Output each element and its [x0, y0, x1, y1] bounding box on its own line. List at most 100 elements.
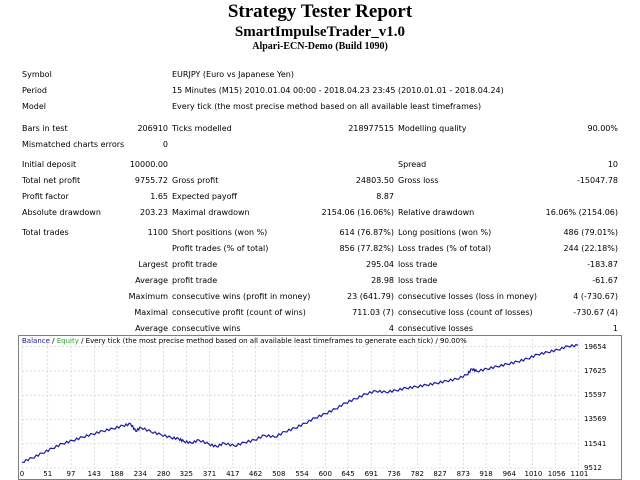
avg-consecutive-wins-label: consecutive wins — [172, 324, 241, 333]
balance-line — [21, 343, 579, 464]
relative-drawdown-value: 16.06% (2154.06) — [545, 208, 618, 217]
long-positions-value: 486 (79.01%) — [563, 228, 618, 237]
avg-consecutive-losses-value: 1 — [612, 324, 618, 333]
period-value: 15 Minutes (M15) 2010.01.04 00:00 - 2018… — [172, 86, 504, 95]
model-label: Model — [22, 102, 47, 111]
avg-consecutive-losses-label: consecutive losses — [398, 324, 474, 333]
net-profit-label: Total net profit — [22, 176, 81, 185]
x-tick-label: 691 — [364, 470, 378, 478]
chart-legend: Balance / Equity / Every tick (the most … — [22, 337, 467, 346]
x-tick-label: 508 — [272, 470, 286, 478]
x-tick-label: 1056 — [547, 470, 566, 478]
y-tick-label: 11541 — [584, 439, 607, 448]
short-positions-value: 614 (76.87%) — [339, 228, 394, 237]
symbol-value: EURJPY (Euro vs Japanese Yen) — [172, 70, 294, 79]
legend-description: / Every tick (the most precise method ba… — [78, 337, 467, 345]
maximum-label: Maximum — [128, 292, 168, 301]
relative-drawdown-label: Relative drawdown — [398, 208, 475, 217]
total-trades-value: 1100 — [147, 228, 168, 237]
errors-value: 0 — [162, 140, 168, 149]
bars-value: 206910 — [137, 124, 168, 133]
maximal-label: Maximal — [134, 308, 168, 317]
ticks-label: Ticks modelled — [172, 124, 232, 133]
profit-trades-value: 856 (77.82%) — [339, 244, 394, 253]
x-tick-label: 918 — [479, 470, 493, 478]
x-tick-label: 873 — [456, 470, 470, 478]
x-tick-label: 417 — [226, 470, 240, 478]
x-tick-label: 0 — [19, 470, 25, 478]
avg-consecutive-wins-value: 4 — [388, 324, 394, 333]
x-tick-label: 280 — [156, 470, 171, 478]
y-tick-label: 9512 — [584, 464, 602, 472]
x-tick-label: 554 — [295, 470, 309, 478]
profit-factor-value: 1.65 — [150, 192, 168, 201]
gross-profit-label: Gross profit — [172, 176, 219, 185]
spread-label: Spread — [398, 160, 427, 169]
profit-factor-label: Profit factor — [22, 192, 69, 201]
y-tick-label: 13569 — [584, 415, 607, 424]
chart-grid — [21, 339, 579, 469]
maximal-consecutive-loss-label: consecutive loss (count of losses) — [398, 308, 533, 317]
maximal-consecutive-profit-value: 711.03 (7) — [352, 308, 394, 317]
x-tick-label: 645 — [341, 470, 355, 478]
net-profit-value: 9755.72 — [134, 176, 168, 185]
x-tick-label: 1101 — [570, 470, 589, 478]
maximal-drawdown-label: Maximal drawdown — [172, 208, 250, 217]
y-tick-label: 19654 — [584, 342, 607, 351]
x-tick-label: 827 — [433, 470, 447, 478]
average-consecutive-label: Average — [135, 324, 168, 333]
expert-name: SmartImpulseTrader_v1.0 — [234, 24, 406, 40]
x-tick-label: 97 — [66, 470, 76, 478]
average-loss-label: loss trade — [398, 276, 438, 285]
report-title: Strategy Tester Report — [227, 1, 413, 22]
largest-profit-label: profit trade — [172, 260, 218, 269]
x-tick-label: 234 — [133, 470, 147, 478]
absolute-drawdown-value: 203.23 — [140, 208, 168, 217]
largest-profit-value: 295.04 — [366, 260, 394, 269]
gross-loss-value: -15047.78 — [576, 176, 618, 185]
legend-separator: / — [49, 337, 57, 345]
ticks-value: 218977515 — [348, 124, 394, 133]
expected-payoff-label: Expected payoff — [172, 192, 237, 201]
average-loss-value: -61.67 — [592, 276, 618, 285]
legend-equity: Equity — [56, 337, 79, 345]
largest-loss-label: loss trade — [398, 260, 438, 269]
x-tick-label: 325 — [179, 470, 193, 478]
x-tick-label: 188 — [110, 470, 124, 478]
x-tick-label: 600 — [318, 470, 332, 478]
errors-label: Mismatched charts errors — [22, 140, 125, 149]
spread-value: 10 — [607, 160, 618, 169]
maximal-drawdown-value: 2154.06 (16.06%) — [321, 208, 394, 217]
gross-loss-label: Gross loss — [398, 176, 439, 185]
largest-loss-value: -183.87 — [587, 260, 618, 269]
gross-profit-value: 24803.50 — [355, 176, 394, 185]
loss-trades-value: 244 (22.18%) — [563, 244, 618, 253]
balance-chart — [18, 335, 622, 480]
long-positions-label: Long positions (won %) — [398, 228, 492, 237]
max-consecutive-losses-label: consecutive losses (loss in money) — [398, 292, 538, 301]
x-tick-label: 736 — [387, 470, 401, 478]
maximal-consecutive-profit-label: consecutive profit (count of wins) — [172, 308, 306, 317]
loss-trades-label: Loss trades (% of total) — [398, 244, 492, 253]
x-tick-label: 51 — [43, 470, 53, 478]
profit-trades-label: Profit trades (% of total) — [172, 244, 269, 253]
average-profit-value: 28.98 — [371, 276, 394, 285]
deposit-value: 10000.00 — [129, 160, 168, 169]
period-label: Period — [22, 86, 47, 95]
absolute-drawdown-label: Absolute drawdown — [22, 208, 101, 217]
quality-value: 90.00% — [587, 124, 618, 133]
maximal-consecutive-loss-value: -730.67 (4) — [573, 308, 618, 317]
y-tick-label: 17625 — [584, 366, 607, 375]
x-tick-label: 371 — [202, 470, 217, 478]
legend-balance: Balance — [22, 337, 50, 345]
max-consecutive-wins-value: 23 (641.79) — [347, 292, 394, 301]
largest-label: Largest — [138, 260, 168, 269]
max-consecutive-wins-label: consecutive wins (profit in money) — [172, 292, 311, 301]
model-value: Every tick (the most precise method base… — [172, 102, 482, 111]
max-consecutive-losses-value: 4 (-730.67) — [573, 292, 618, 301]
x-tick-label: 782 — [410, 470, 424, 478]
deposit-label: Initial deposit — [22, 160, 77, 169]
x-tick-label: 964 — [502, 470, 516, 478]
x-tick-label: 143 — [87, 470, 101, 478]
quality-label: Modelling quality — [398, 124, 467, 133]
